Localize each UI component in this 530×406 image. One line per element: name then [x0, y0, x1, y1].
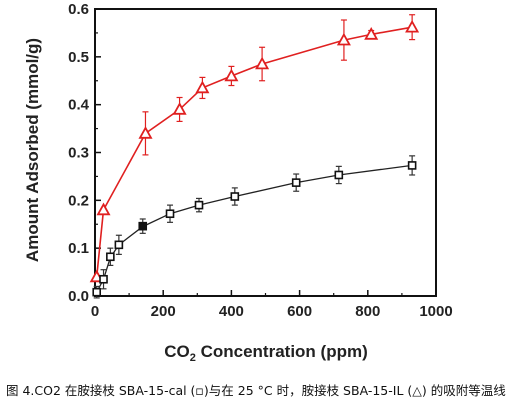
- isotherm-chart: 0 200 400 600 800 1000 0.0 0.1 0.2 0.3 0.4 0.5 0.6 A…: [23, 1, 453, 364]
- x-axis-title-subscript: 2: [190, 352, 196, 364]
- plot-border: [94, 8, 437, 297]
- y-tick-label: 0.2: [68, 192, 89, 209]
- data-point-square: [334, 170, 344, 180]
- axis-ticks: 0 200 400 600 800 1000 0.0 0.1 0.2 0.3 0.4 0.5 0.6: [68, 1, 453, 320]
- x-tick-label: 400: [219, 303, 244, 320]
- y-tick-label: 0.3: [68, 145, 89, 162]
- x-tick-label: 0: [91, 303, 99, 320]
- x-tick-label: 600: [287, 303, 312, 320]
- data-point-square: [92, 287, 102, 297]
- data-point-square: [138, 221, 148, 231]
- data-point-square: [99, 274, 108, 284]
- x-tick-label: 200: [151, 303, 176, 320]
- series-layer: [89, 14, 420, 299]
- data-point-square: [291, 178, 301, 187]
- data-point-square: [165, 209, 175, 219]
- y-tick-label: 0.4: [68, 97, 90, 114]
- data-point-square: [230, 192, 240, 201]
- data-point-triangle: [336, 32, 351, 46]
- data-point-triangle: [172, 102, 187, 115]
- x-axis-title-rest: Concentration (ppm): [196, 342, 368, 361]
- plot-frame: [94, 8, 437, 297]
- data-point-triangle: [138, 126, 153, 139]
- data-point-triangle: [224, 68, 239, 82]
- x-axis-title: CO2 Concentration (ppm): [164, 342, 368, 364]
- data-point-triangle: [364, 27, 379, 40]
- data-point-square: [194, 200, 204, 210]
- data-point-triangle: [195, 80, 210, 94]
- fit-lines: [95, 26, 413, 293]
- y-tick-label: 0.5: [68, 49, 89, 66]
- data-point-triangle: [96, 202, 111, 216]
- x-tick-label: 1000: [419, 303, 452, 320]
- series-0-line: [95, 26, 413, 277]
- data-point-square: [114, 240, 124, 250]
- data-point-triangle: [255, 56, 270, 70]
- data-point-square: [407, 161, 417, 170]
- data-point-triangle: [405, 19, 420, 33]
- y-axis-title: Amount Adsorbed (mmol/g): [23, 38, 42, 262]
- x-axis-title-main: CO: [164, 342, 190, 361]
- y-tick-label: 0.1: [68, 240, 89, 257]
- y-tick-label: 0.0: [68, 288, 89, 305]
- x-tick-label: 800: [355, 303, 380, 320]
- y-tick-label: 0.6: [68, 1, 89, 18]
- data-point-square: [106, 252, 115, 262]
- figure-caption: 图 4.CO2 在胺接枝 SBA-15-cal (▫)与在 25 °C 时，胺接…: [6, 383, 506, 398]
